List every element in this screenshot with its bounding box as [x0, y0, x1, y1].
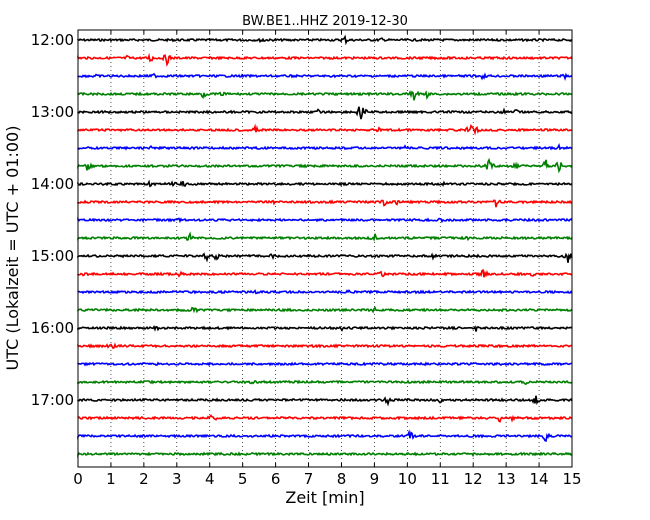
- trace-1530: [77, 289, 573, 295]
- trace-1215: [77, 52, 573, 67]
- tick-group: 0 1 2 3 4 5 6 7 8 9 10 11 12 13 14 1512:0013:0014:0015:…: [31, 30, 582, 488]
- x-tick-label: 2: [139, 470, 149, 488]
- trace-1200: [77, 34, 573, 46]
- trace-group: [77, 34, 573, 458]
- trace-1630: [77, 361, 573, 367]
- x-tick-label: 11: [431, 470, 450, 488]
- x-tick-label: 1: [106, 470, 116, 488]
- y-tick-label: 12:00: [31, 31, 74, 49]
- trace-1515: [77, 268, 573, 278]
- trace-1400: [77, 179, 573, 188]
- trace-1415: [77, 199, 573, 208]
- trace-1700: [77, 395, 573, 407]
- grid-lines: [110, 30, 540, 467]
- trace-1730: [77, 429, 573, 443]
- y-tick-label: 17:00: [31, 391, 74, 409]
- trace-1615: [77, 342, 573, 350]
- x-tick-label: 15: [562, 470, 581, 488]
- plot-frame: [77, 29, 573, 468]
- trace-1345: [77, 157, 573, 174]
- y-tick-label: 15:00: [31, 247, 74, 265]
- x-tick-label: 13: [497, 470, 516, 488]
- trace-1430: [77, 217, 573, 224]
- x-tick-label: 6: [271, 470, 281, 488]
- y-tick-label: 16:00: [31, 319, 74, 337]
- trace-1500: [77, 252, 573, 263]
- x-tick-label: 9: [370, 470, 380, 488]
- trace-1315: [77, 123, 573, 136]
- trace-1600: [77, 324, 573, 332]
- y-tick-label: 14:00: [31, 175, 74, 193]
- trace-1245: [77, 90, 573, 101]
- chart-title: BW.BE1..HHZ 2019-12-30: [242, 14, 408, 29]
- trace-1330: [77, 142, 573, 151]
- trace-1745: [77, 451, 573, 458]
- trace-1715: [77, 414, 573, 423]
- x-tick-label: 14: [530, 470, 549, 488]
- x-axis-label: Zeit [min]: [285, 488, 364, 507]
- trace-1445: [77, 231, 573, 242]
- x-tick-label: 5: [238, 470, 248, 488]
- x-tick-label: 8: [337, 470, 347, 488]
- trace-1230: [77, 72, 573, 81]
- x-tick-label: 3: [172, 470, 182, 488]
- x-tick-label: 4: [205, 470, 215, 488]
- y-axis-label: UTC (Lokalzeit = UTC + 01:00): [3, 126, 22, 371]
- trace-1300: [77, 106, 573, 120]
- x-tick-label: 10: [398, 470, 417, 488]
- x-tick-label: 12: [464, 470, 483, 488]
- y-tick-label: 13:00: [31, 103, 74, 121]
- trace-1645: [77, 379, 573, 386]
- x-tick-label: 7: [304, 470, 314, 488]
- trace-1545: [77, 306, 573, 314]
- x-tick-label: 0: [73, 470, 83, 488]
